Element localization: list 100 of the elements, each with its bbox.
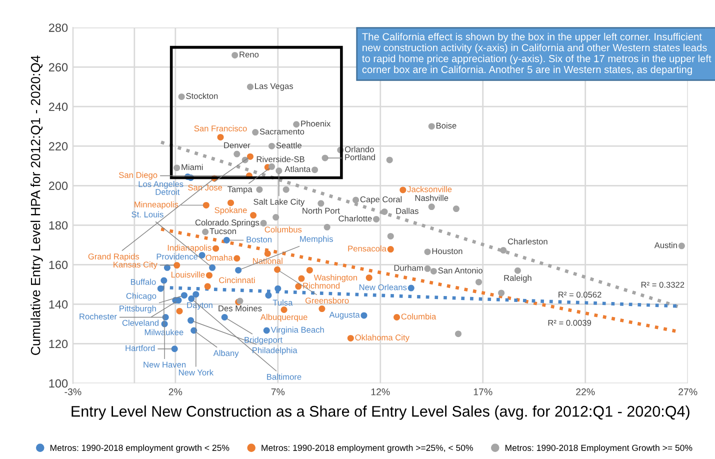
point: [263, 327, 270, 334]
annotation: The California effect is shown by the box in the upper left corner. Insufficient new construction activity (x-axis) in California and other Western states leads to rapid home price appreciation (y-axis). Six of the 17 metros in the upper left corner box are in California. Another 5 are in Western states, as departing: [362, 32, 712, 76]
point: [206, 272, 212, 279]
annotation: R² = 0.3322: [641, 282, 684, 288]
y-tick-label: 160: [49, 260, 68, 270]
point: [452, 206, 460, 212]
annotation: Pittsburgh: [120, 305, 156, 314]
x-tick-label: -3%: [64, 388, 82, 396]
annotation: R² = 0.0562: [558, 292, 602, 298]
annotation: Louisville: [171, 271, 205, 278]
annotation: Columbia: [401, 313, 436, 320]
annotation: Pensacola: [348, 245, 386, 252]
annotation: Tulsa: [272, 299, 293, 306]
point: [164, 264, 170, 271]
point: [455, 330, 462, 338]
y-axis-title: Cumulative Entry Level HPA for 2012:Q1 - 2020:Q4: [30, 56, 43, 355]
point: [514, 267, 521, 274]
annotation: Oklahoma City: [355, 334, 410, 342]
point: [408, 284, 414, 292]
annotation: Colorado Springs: [195, 219, 260, 228]
annotation: Chicago: [126, 292, 156, 301]
point: [306, 266, 313, 274]
annotation: Houston: [432, 248, 462, 254]
legend-label: Metros: 1990-2018 Employment Growth >= 50%: [505, 444, 692, 453]
annotation: Grand Rapids: [88, 253, 140, 262]
annotation: Philadelphia: [252, 347, 298, 355]
annotation: R² = 0.0039: [548, 320, 592, 326]
annotation: Cleveland: [122, 320, 159, 326]
annotation: Memphis: [300, 236, 333, 244]
x-tick-label: 2%: [168, 388, 182, 396]
annotation: Minneapolis: [134, 201, 178, 210]
annotation: Boston: [246, 236, 272, 242]
y-tick-label: 180: [49, 221, 68, 230]
annotation: San Antonio: [438, 267, 482, 274]
annotation: Denver: [224, 142, 250, 148]
annotation: Rochester: [80, 313, 117, 320]
point: [180, 292, 188, 299]
point: [252, 129, 259, 136]
point: [282, 186, 290, 193]
point: [246, 84, 254, 90]
point: [178, 93, 185, 100]
point: [424, 248, 431, 256]
point: [298, 275, 305, 282]
annotation: Tucson: [210, 228, 236, 234]
point: [366, 274, 372, 281]
point: [347, 334, 354, 342]
point: [318, 306, 326, 312]
x-tick-label: 17%: [474, 388, 492, 396]
annotation: Durham: [394, 264, 423, 271]
point: [264, 250, 271, 257]
annotation: Los Angeles: [138, 180, 184, 189]
annotation: Miami: [182, 164, 203, 170]
point: [373, 216, 380, 222]
annotation: Omaha: [206, 254, 233, 261]
point: [174, 262, 180, 269]
annotation: Phoenix: [301, 120, 331, 127]
annotation: Spokane: [214, 207, 247, 215]
y-tick-label: 120: [49, 340, 68, 348]
x-axis-title: Entry Level New Construction as a Share of Entry Level Sales (avg. for 2012:Q1 - 2020:Q4): [72, 406, 690, 420]
annotation: Sacramento: [260, 128, 304, 135]
annotation: Kansas City: [114, 261, 158, 270]
point: [246, 153, 254, 160]
annotation: Orlando: [344, 146, 374, 152]
x-tick-label: 27%: [678, 388, 698, 396]
annotation: Cincinnati: [219, 276, 255, 284]
annotation: Cape Coral: [360, 196, 402, 204]
annotation: Tampa: [227, 186, 252, 194]
annotation: Atlanta: [284, 166, 311, 172]
point: [324, 224, 330, 230]
annotation: Greensboro: [305, 297, 349, 304]
y-tick-label: 220: [48, 142, 68, 151]
annotation: Bridgeport: [244, 336, 282, 344]
point: [280, 306, 288, 314]
point: [256, 186, 263, 193]
annotation: North Port: [302, 208, 340, 214]
y-tick-label: 140: [49, 300, 68, 309]
point: [188, 295, 195, 302]
annotation: Salt Lake City: [254, 198, 305, 206]
annotation: Des Moines: [218, 305, 262, 312]
annotation: San Jose: [188, 184, 222, 190]
point: [268, 142, 276, 150]
point: [318, 200, 324, 207]
point: [202, 228, 209, 236]
annotation: Dallas: [396, 208, 418, 214]
point: [500, 247, 507, 254]
y-tick-label: 200: [48, 182, 68, 190]
annotation: New Orleans: [359, 284, 407, 290]
point: [272, 214, 280, 221]
y-tick-label: 100: [49, 379, 68, 388]
annotation: Albany: [213, 350, 239, 358]
annotation: New Haven: [144, 362, 186, 368]
point: [400, 186, 406, 194]
annotation: Washington: [314, 274, 357, 282]
point: [234, 255, 240, 262]
point: [274, 285, 282, 292]
annotation: Jacksonville: [407, 186, 452, 192]
annotation: Nashville: [415, 194, 448, 201]
point: [174, 164, 180, 172]
point: [360, 312, 368, 319]
point: [322, 154, 328, 162]
